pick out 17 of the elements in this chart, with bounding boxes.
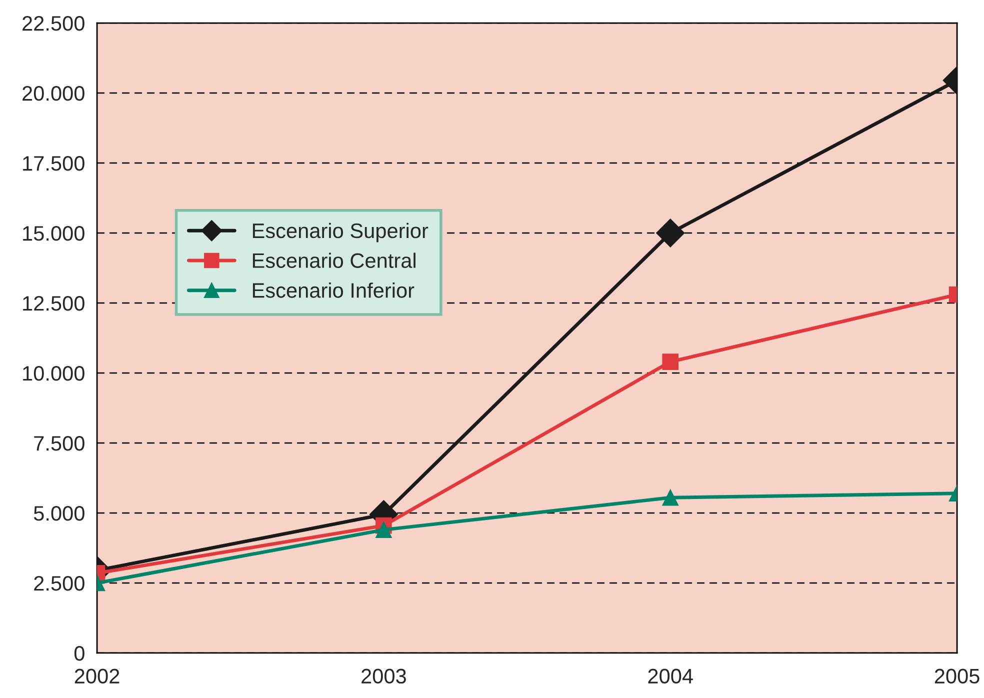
y-tick-label: 7.500	[34, 436, 84, 451]
y-tick-label: 22.500	[22, 16, 84, 31]
legend-label: Escenario Inferior	[252, 282, 414, 298]
y-tick-label: 5.000	[34, 506, 84, 521]
legend-label: Escenario Superior	[252, 222, 428, 242]
y-tick-label: 12.500	[23, 296, 84, 311]
x-tick-label: 2002	[74, 668, 120, 684]
y-tick-label: 2.500	[34, 576, 84, 591]
x-tick-label: 2005	[934, 668, 980, 684]
y-tick-label: 10.000	[23, 366, 84, 381]
legend-label: Escenario Central	[252, 252, 416, 268]
y-tick-label: 15.000	[23, 226, 84, 241]
x-tick-label: 2004	[648, 668, 693, 684]
y-tick-label: 20.000	[22, 86, 84, 101]
y-tick-label: 17.500	[23, 156, 84, 171]
x-tick-label: 2003	[362, 668, 406, 684]
y-tick-label: 0	[74, 646, 84, 661]
